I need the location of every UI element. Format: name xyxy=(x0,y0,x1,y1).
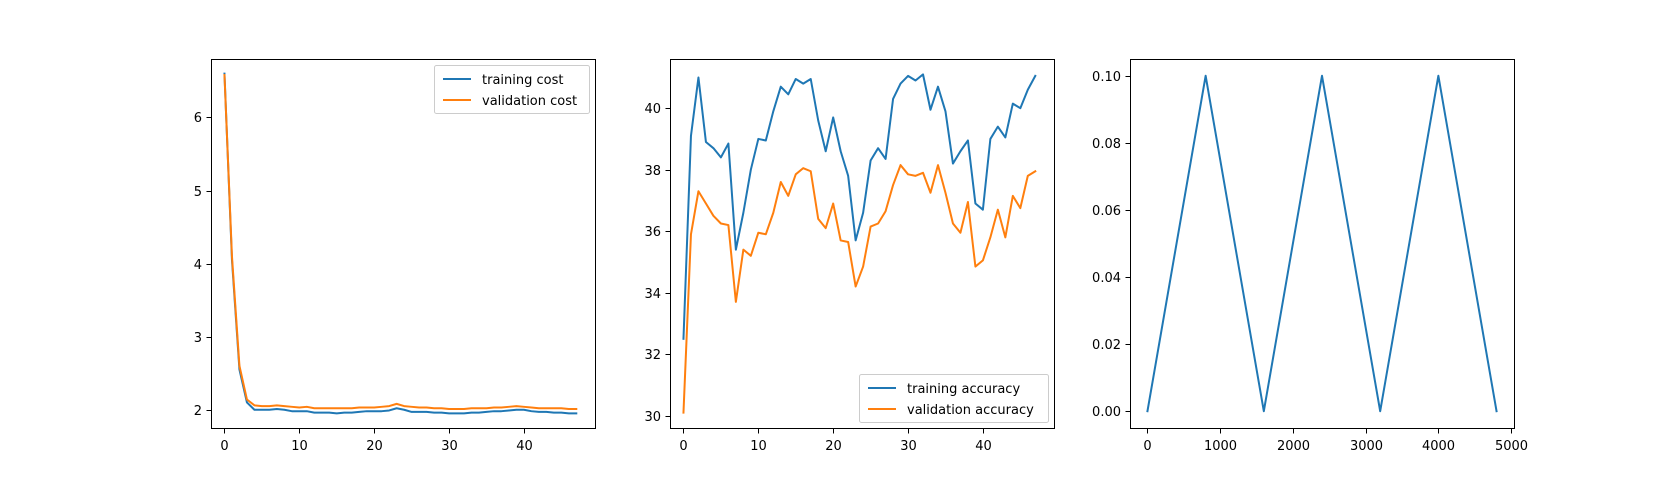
y-tick-label: 38 xyxy=(644,164,661,179)
series-points-1 xyxy=(224,74,576,414)
y-tick-label: 34 xyxy=(644,287,661,302)
x-tick-label: 2000 xyxy=(1277,439,1310,454)
x-tick-label: 4000 xyxy=(1422,439,1455,454)
y-tick-label: 3 xyxy=(194,331,202,346)
cost-chart: 0 10 20 30 40 2 3 4 5 6 training cost validation co… xyxy=(194,60,596,455)
x-tick-label: 10 xyxy=(750,439,767,454)
legend-label: validation accuracy xyxy=(907,403,1034,418)
accuracy-chart: 0 10 20 30 40 30 32 34 36 38 40 training accuracy va… xyxy=(644,60,1054,455)
series-line-2 xyxy=(224,75,576,409)
axes-frame xyxy=(671,60,1055,429)
axes-frame xyxy=(212,60,596,429)
series-line-1 xyxy=(224,74,576,414)
x-tick-label: 0 xyxy=(679,439,687,454)
x-tick-label: 1000 xyxy=(1204,439,1237,454)
y-tick-label: 2 xyxy=(194,404,202,419)
legend: training accuracy validation accuracy xyxy=(860,375,1049,423)
learning-rate-chart: 0 1000 2000 3000 4000 5000 0.00 0.02 0.04 0.06 0.0… xyxy=(1092,60,1528,455)
y-tick-label: 0.08 xyxy=(1092,137,1121,152)
y-tick-label: 4 xyxy=(194,258,202,273)
series-line-1 xyxy=(1147,76,1496,411)
legend: training cost validation cost xyxy=(435,66,590,114)
y-tick-label: 0.10 xyxy=(1092,70,1121,85)
y-tick-label: 5 xyxy=(194,185,202,200)
x-tick-label: 5000 xyxy=(1495,439,1528,454)
x-tick-label: 40 xyxy=(516,439,533,454)
x-tick-label: 0 xyxy=(1143,439,1151,454)
legend-label: training accuracy xyxy=(907,382,1020,397)
x-tick-label: 30 xyxy=(900,439,917,454)
series-points-2 xyxy=(224,75,576,409)
y-tick-label: 32 xyxy=(644,348,661,363)
y-tick-label: 40 xyxy=(644,102,661,117)
y-tick-label: 0.06 xyxy=(1092,204,1121,219)
x-tick-label: 20 xyxy=(366,439,383,454)
x-tick-label: 40 xyxy=(975,439,992,454)
y-tick-label: 36 xyxy=(644,225,661,240)
y-tick-label: 0.02 xyxy=(1092,338,1121,353)
y-tick-label: 30 xyxy=(644,410,661,425)
series-points-1 xyxy=(1147,76,1496,411)
y-tick-label: 6 xyxy=(194,111,202,126)
axes-frame xyxy=(1131,60,1515,429)
y-tick-label: 0.04 xyxy=(1092,271,1121,286)
x-tick-label: 10 xyxy=(291,439,308,454)
legend-label: training cost xyxy=(482,73,563,88)
x-tick-label: 30 xyxy=(441,439,458,454)
x-tick-label: 0 xyxy=(220,439,228,454)
x-tick-label: 20 xyxy=(825,439,842,454)
y-tick-label: 0.00 xyxy=(1092,405,1121,420)
x-tick-label: 3000 xyxy=(1350,439,1383,454)
legend-label: validation cost xyxy=(482,94,577,109)
